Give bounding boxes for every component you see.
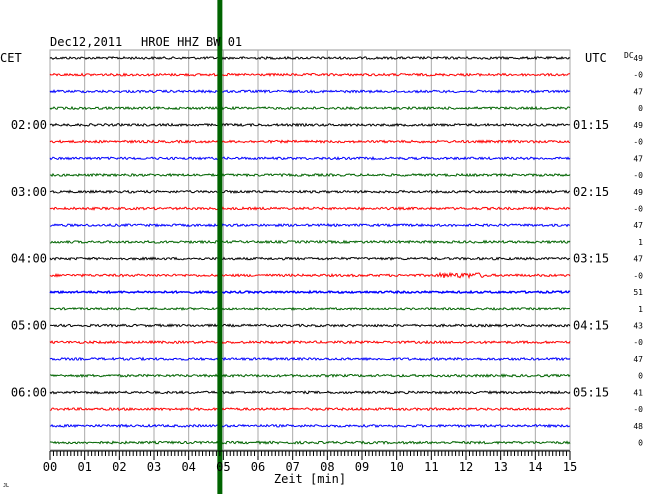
event-marker	[217, 0, 223, 494]
x-tick-label: 05	[216, 460, 230, 474]
trace-line	[49, 390, 571, 395]
corner-mark: JL	[3, 483, 9, 489]
grid	[49, 49, 571, 451]
x-axis: 00 01 02 03 04 05 06 07 08 09 10 11 12 13 14 15	[43, 450, 577, 474]
trace-line	[49, 339, 571, 345]
dc-offset-label: -0	[633, 204, 643, 213]
traces	[49, 55, 571, 445]
dc-offset-label: -0	[633, 338, 643, 347]
dc-offset-label: -0	[633, 138, 643, 147]
left-timezone: CET	[0, 51, 22, 65]
trace-line	[50, 222, 571, 228]
trace-line	[49, 256, 571, 261]
x-tick-label: 12	[459, 460, 473, 474]
trace-line	[49, 139, 571, 144]
trace-line	[49, 189, 571, 195]
trace-line	[49, 156, 571, 161]
trace-line	[49, 72, 571, 77]
right-time-label: 04:15	[573, 319, 609, 333]
left-time-label: 04:00	[11, 252, 47, 266]
x-tick-label: 15	[563, 460, 577, 474]
trace-line	[49, 373, 571, 379]
dc-offset-label: 0	[638, 104, 643, 113]
left-time-label: 05:00	[11, 319, 47, 333]
dc-offset-label: 49	[633, 54, 643, 63]
dc-offset-label: 47	[633, 87, 643, 96]
x-tick-label: 13	[493, 460, 507, 474]
left-time-label: 02:00	[11, 118, 47, 132]
dc-offset-label: 49	[633, 121, 643, 130]
x-tick-label: 06	[251, 460, 265, 474]
trace-line	[49, 406, 571, 412]
trace-line	[49, 172, 571, 178]
x-tick-label: 08	[320, 460, 334, 474]
dc-offset-label: 47	[633, 355, 643, 364]
dc-offset-label: 51	[633, 288, 643, 297]
x-tick-label: 11	[424, 460, 438, 474]
trace-line	[49, 323, 571, 328]
trace-line	[49, 206, 571, 211]
dc-offset-label: -0	[633, 271, 643, 280]
dc-offset-label: 1	[638, 238, 643, 247]
chart-date: Dec12,2011	[50, 35, 122, 49]
dc-offset-label: 47	[633, 221, 643, 230]
trace-line	[49, 271, 571, 280]
dc-offset-label: -0	[633, 171, 643, 180]
trace-line	[49, 105, 571, 111]
trace-line	[49, 289, 571, 295]
dc-offset-label: -0	[633, 71, 643, 80]
dc-offset-label: 41	[633, 388, 643, 397]
x-tick-label: 09	[355, 460, 369, 474]
right-timezone: UTC	[585, 51, 607, 65]
x-tick-label: 01	[77, 460, 91, 474]
trace-line	[49, 122, 571, 128]
x-tick-label: 07	[285, 460, 299, 474]
trace-line	[49, 239, 571, 245]
x-tick-label: 10	[389, 460, 403, 474]
x-tick-label: 04	[181, 460, 195, 474]
dc-offset-label: 47	[633, 255, 643, 264]
trace-line	[49, 89, 571, 94]
x-tick-label: 02	[112, 460, 126, 474]
labels: 02:00 03:00 04:00 05:00 06:00 01:15 02:15 03:15…	[11, 54, 643, 448]
dc-offset-label: 47	[633, 154, 643, 163]
dc-offset-label: 49	[633, 188, 643, 197]
event-marker-bar	[217, 0, 223, 494]
x-axis-label: Zeit [min]	[274, 472, 346, 486]
trace-line	[49, 423, 571, 429]
dc-offset-label: 0	[638, 439, 643, 448]
dc-offset-label: 0	[638, 372, 643, 381]
right-time-label: 01:15	[573, 118, 609, 132]
plot-frame	[49, 49, 571, 451]
trace-line	[49, 306, 571, 311]
x-tick-label: 00	[43, 460, 57, 474]
left-time-label: 06:00	[11, 385, 47, 399]
dc-offset-label: 43	[633, 322, 643, 331]
dc-header: DC	[624, 51, 634, 60]
trace-line	[49, 440, 571, 445]
x-tick-label: 03	[147, 460, 161, 474]
right-time-label: 03:15	[573, 252, 609, 266]
station-label: HROE HHZ BW 01	[141, 35, 242, 49]
trace-line	[49, 55, 571, 61]
x-tick-label: 14	[528, 460, 542, 474]
right-time-label: 05:15	[573, 385, 609, 399]
dc-offset-label: -0	[633, 405, 643, 414]
right-time-label: 02:15	[573, 185, 609, 199]
left-time-label: 03:00	[11, 185, 47, 199]
trace-line	[49, 356, 571, 362]
dc-offset-label: 48	[633, 422, 643, 431]
dc-offset-label: 1	[638, 305, 643, 314]
